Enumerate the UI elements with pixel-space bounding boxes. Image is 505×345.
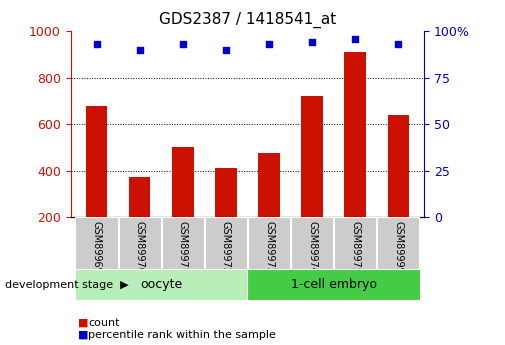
Bar [258,153,280,264]
Text: GSM89999: GSM89999 [393,221,403,274]
Point [351,36,359,41]
Bar [377,217,420,269]
Bar [301,96,323,264]
Bar [344,52,366,264]
Text: 1-cell embryo: 1-cell embryo [291,278,377,291]
Text: GSM89975: GSM89975 [350,221,360,275]
Text: ■: ■ [78,330,89,339]
Title: GDS2387 / 1418541_at: GDS2387 / 1418541_at [159,12,336,28]
Bar [205,217,247,269]
Point [179,41,187,47]
Point [394,41,402,47]
Bar [387,115,409,264]
Bar [291,217,333,269]
Point [308,39,316,45]
Point [222,47,230,52]
Bar [172,148,193,264]
Text: percentile rank within the sample: percentile rank within the sample [88,330,276,339]
Text: GSM89970: GSM89970 [135,221,144,274]
Text: GSM89972: GSM89972 [221,221,231,275]
Text: ■: ■ [78,318,89,327]
Point [136,47,144,52]
Bar [75,217,118,269]
Bar [215,168,237,264]
Bar [86,106,108,264]
Text: GSM89973: GSM89973 [264,221,274,274]
Bar [247,269,420,300]
Bar [248,217,290,269]
Text: count: count [88,318,120,327]
Bar [334,217,376,269]
Text: GSM89969: GSM89969 [91,221,102,274]
Bar [75,269,247,300]
Point [92,41,100,47]
Bar [162,217,204,269]
Text: GSM89974: GSM89974 [307,221,317,274]
Bar [129,177,150,264]
Text: oocyte: oocyte [140,278,182,291]
Point [265,41,273,47]
Text: GSM89971: GSM89971 [178,221,188,274]
Bar [119,217,161,269]
Text: development stage  ▶: development stage ▶ [5,280,129,289]
